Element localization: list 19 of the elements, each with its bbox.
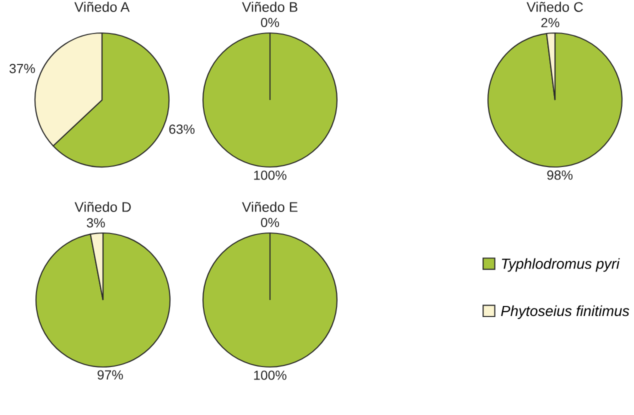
legend-label: Typhlodromus pyri [502,258,620,272]
data-label: 100% [254,370,286,380]
chart-title: Viñedo A [74,2,130,12]
chart-title: Viñedo B [242,2,298,12]
data-label: 97% [98,370,123,380]
chart-title: Viñedo C [526,2,583,12]
text: 0% [260,18,280,28]
legend-label: Phytoseius finitimus [501,305,630,320]
text: 0% [260,218,280,228]
data-label: 2% [541,18,560,28]
pie-slice [487,32,623,168]
chart-title: Viñedo D [74,202,131,212]
data-label: 3% [86,218,105,228]
chart-title: Viñedo E [242,202,298,212]
data-label: 63% [169,124,195,134]
data-label: 37% [10,64,35,74]
pie-slice [35,232,171,368]
data-label: 98% [547,170,573,180]
data-label: 100% [254,170,286,180]
